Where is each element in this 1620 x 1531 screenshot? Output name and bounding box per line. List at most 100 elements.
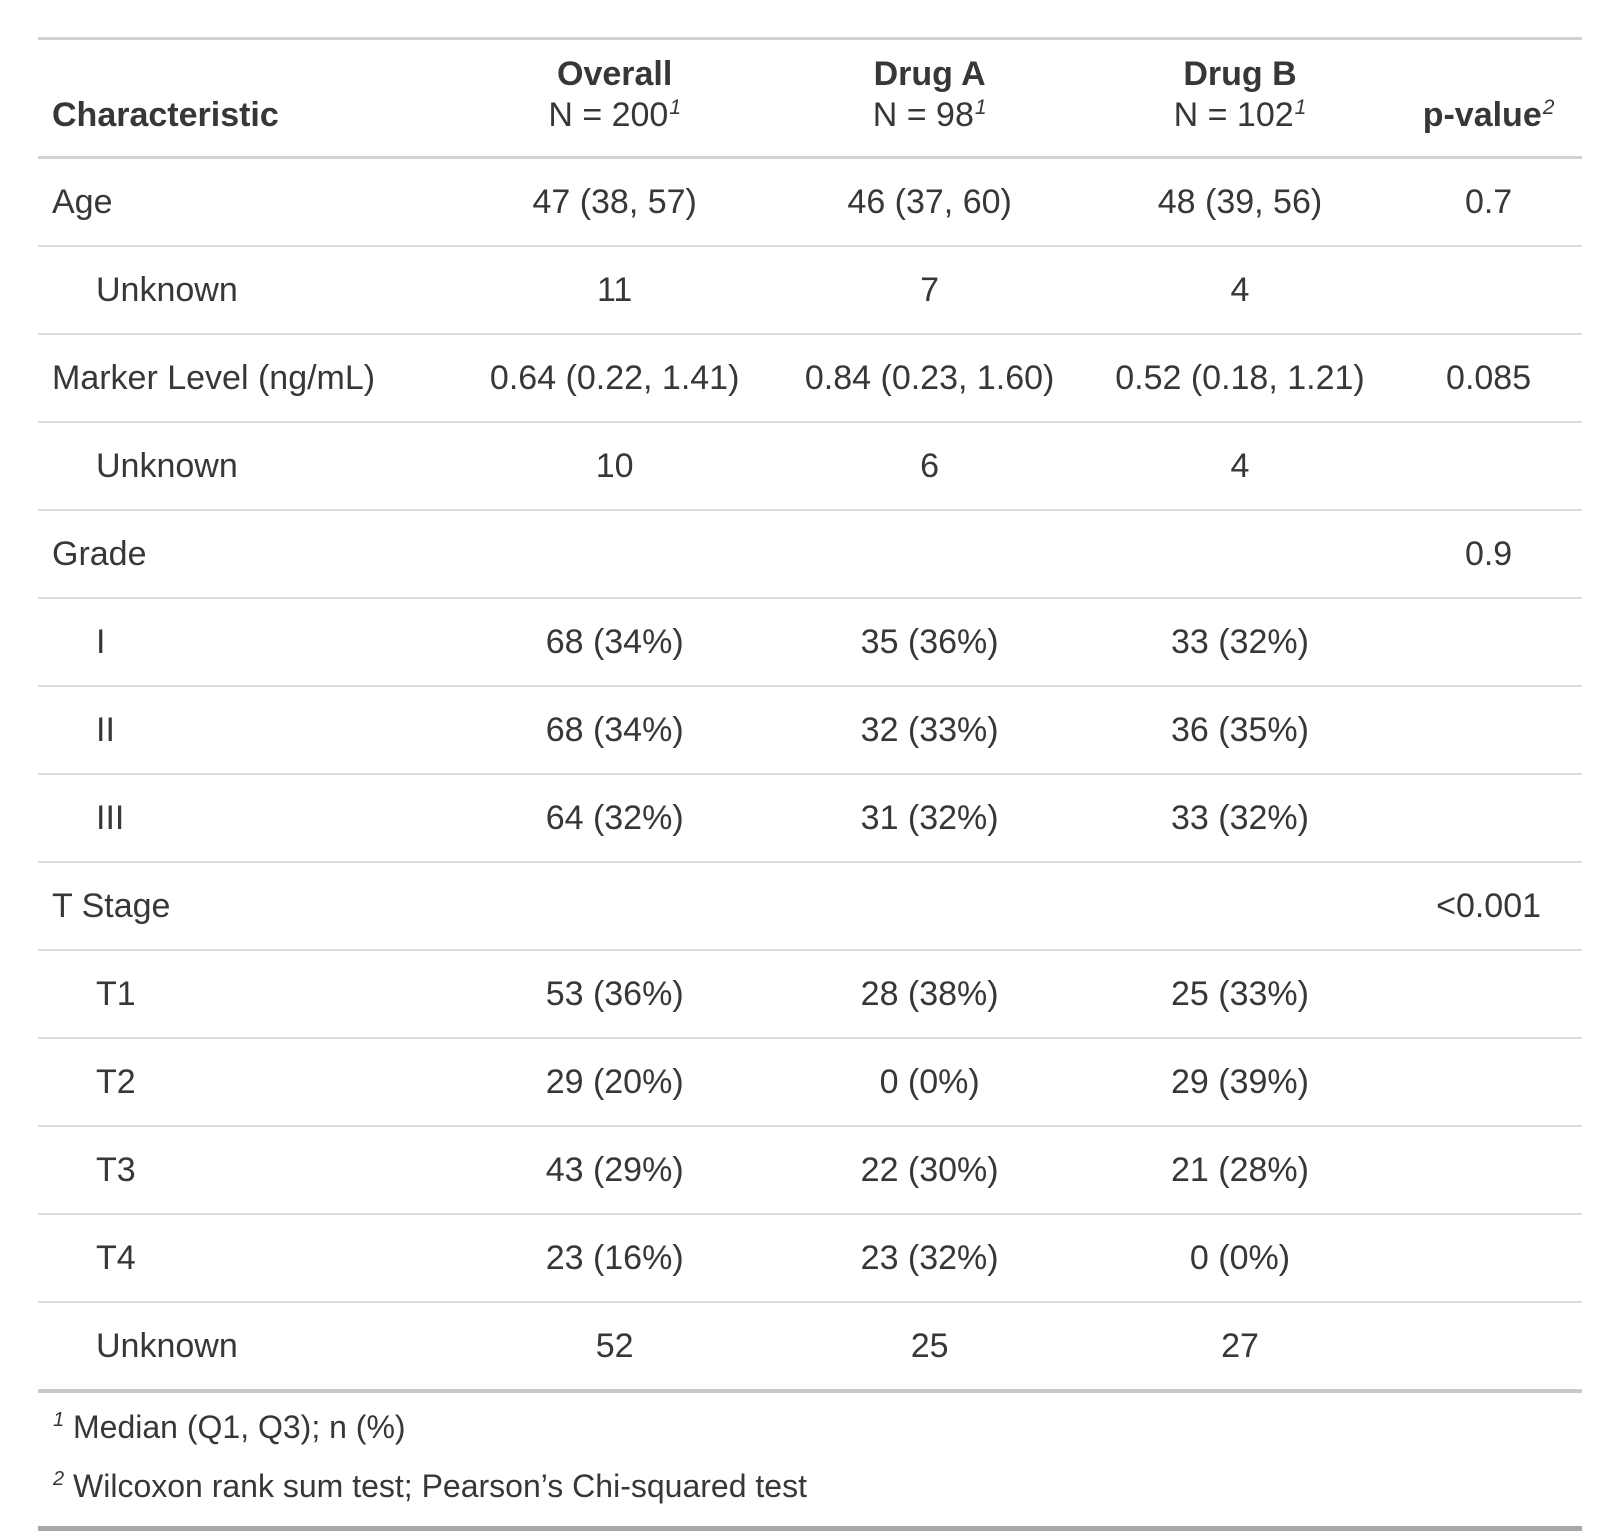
drug-b-cell: 0 (0%)	[1084, 1214, 1396, 1303]
p-value-cell	[1395, 1214, 1582, 1303]
drug-b-n: N = 1021	[1173, 95, 1307, 134]
drug-a-n: N = 981	[872, 95, 987, 134]
overall-cell: 52	[454, 1302, 775, 1393]
row-label-cell: T2	[38, 1038, 455, 1127]
row-label-cell: I	[38, 598, 455, 687]
drug-b-cell: 48 (39, 56)	[1084, 157, 1396, 247]
footnote-1-mark: 1	[53, 1409, 65, 1432]
drug-b-label: Drug B	[1183, 55, 1297, 93]
drug-a-cell: 35 (36%)	[774, 598, 1085, 687]
drug-a-label: Drug A	[873, 55, 986, 93]
column-header-characteristic: Characteristic	[38, 38, 455, 159]
drug-b-cell: 29 (39%)	[1084, 1038, 1396, 1127]
row-label-cell: T3	[38, 1126, 455, 1215]
footnote-1: 1 Median (Q1, Q3); n (%)	[38, 1391, 1582, 1456]
table-row: T3 43 (29%) 22 (30%) 21 (28%)	[38, 1126, 1582, 1215]
drug-a-cell: 6	[774, 422, 1085, 511]
row-label-cell: Unknown	[38, 422, 455, 511]
table-row: Marker Level (ng/mL) 0.64 (0.22, 1.41) 0…	[38, 334, 1582, 423]
row-label-cell: Marker Level (ng/mL)	[38, 334, 455, 423]
footnote-mark-1: 1	[1294, 95, 1307, 119]
table-footnotes: 1 Median (Q1, Q3); n (%) 2 Wilcoxon rank…	[38, 1391, 1582, 1529]
p-value-cell	[1395, 686, 1582, 775]
drug-b-cell: 0.52 (0.18, 1.21)	[1084, 334, 1396, 423]
p-value-cell: <0.001	[1395, 862, 1582, 951]
p-value-cell	[1395, 1302, 1582, 1393]
drug-b-cell	[1084, 862, 1396, 951]
footnote-row-1: 1 Median (Q1, Q3); n (%)	[38, 1391, 1582, 1456]
drug-b-cell: 4	[1084, 422, 1396, 511]
p-value-cell: 0.7	[1395, 157, 1582, 247]
table-row: Unknown 52 25 27	[38, 1302, 1582, 1393]
p-value-cell: 0.9	[1395, 510, 1582, 599]
row-label-cell: T4	[38, 1214, 455, 1303]
overall-cell: 68 (34%)	[454, 686, 775, 775]
drug-a-cell: 23 (32%)	[774, 1214, 1085, 1303]
footnote-2-text: Wilcoxon rank sum test; Pearson’s Chi-sq…	[73, 1468, 807, 1504]
summary-table-container: Characteristic Overall N = 2001 Drug A N…	[38, 37, 1582, 1531]
overall-cell: 43 (29%)	[454, 1126, 775, 1215]
p-value-label: p-value	[1422, 96, 1542, 134]
table-row: Unknown 10 6 4	[38, 422, 1582, 511]
drug-a-cell: 46 (37, 60)	[774, 157, 1085, 247]
footnote-mark-2: 2	[1542, 95, 1555, 119]
row-label-cell: Unknown	[38, 1302, 455, 1393]
overall-cell: 11	[454, 246, 775, 335]
footnote-mark-1: 1	[974, 95, 987, 119]
row-label-cell: III	[38, 774, 455, 863]
row-label-cell: Age	[38, 157, 455, 247]
overall-n: N = 2001	[548, 95, 682, 134]
footnote-row-2: 2 Wilcoxon rank sum test; Pearson’s Chi-…	[38, 1456, 1582, 1529]
table-row: II 68 (34%) 32 (33%) 36 (35%)	[38, 686, 1582, 775]
column-header-overall: Overall N = 2001	[454, 38, 775, 159]
drug-a-cell: 22 (30%)	[774, 1126, 1085, 1215]
table-row: T1 53 (36%) 28 (38%) 25 (33%)	[38, 950, 1582, 1039]
row-label-cell: T Stage	[38, 862, 455, 951]
table-row: T4 23 (16%) 23 (32%) 0 (0%)	[38, 1214, 1582, 1303]
overall-cell: 68 (34%)	[454, 598, 775, 687]
drug-a-cell	[774, 510, 1085, 599]
table-row: Age 47 (38, 57) 46 (37, 60) 48 (39, 56) …	[38, 157, 1582, 247]
drug-a-cell: 0.84 (0.23, 1.60)	[774, 334, 1085, 423]
drug-b-cell: 21 (28%)	[1084, 1126, 1396, 1215]
drug-b-cell: 36 (35%)	[1084, 686, 1396, 775]
drug-b-cell: 4	[1084, 246, 1396, 335]
footnote-1-text: Median (Q1, Q3); n (%)	[73, 1409, 406, 1445]
drug-a-cell: 32 (33%)	[774, 686, 1085, 775]
drug-a-cell: 0 (0%)	[774, 1038, 1085, 1127]
drug-b-cell: 33 (32%)	[1084, 774, 1396, 863]
drug-a-cell: 31 (32%)	[774, 774, 1085, 863]
row-label-cell: Unknown	[38, 246, 455, 335]
overall-cell: 47 (38, 57)	[454, 157, 775, 247]
p-value-cell	[1395, 422, 1582, 511]
overall-cell: 23 (16%)	[454, 1214, 775, 1303]
p-value-cell	[1395, 1126, 1582, 1215]
overall-cell	[454, 862, 775, 951]
row-label-cell: T1	[38, 950, 455, 1039]
p-value-cell: 0.085	[1395, 334, 1582, 423]
p-value-cell	[1395, 950, 1582, 1039]
table-row: Unknown 11 7 4	[38, 246, 1582, 335]
drug-a-cell: 28 (38%)	[774, 950, 1085, 1039]
table-header: Characteristic Overall N = 2001 Drug A N…	[38, 38, 1582, 159]
table-row: T2 29 (20%) 0 (0%) 29 (39%)	[38, 1038, 1582, 1127]
drug-b-cell: 25 (33%)	[1084, 950, 1396, 1039]
row-label-cell: Grade	[38, 510, 455, 599]
drug-a-cell: 7	[774, 246, 1085, 335]
column-header-drug-b: Drug B N = 1021	[1084, 38, 1396, 159]
table-row: T Stage <0.001	[38, 862, 1582, 951]
drug-a-cell: 25	[774, 1302, 1085, 1393]
header-row: Characteristic Overall N = 2001 Drug A N…	[38, 38, 1582, 159]
p-value-cell	[1395, 1038, 1582, 1127]
drug-b-cell: 33 (32%)	[1084, 598, 1396, 687]
p-value-cell	[1395, 598, 1582, 687]
p-value-cell	[1395, 246, 1582, 335]
row-label-cell: II	[38, 686, 455, 775]
table-row: III 64 (32%) 31 (32%) 33 (32%)	[38, 774, 1582, 863]
overall-cell	[454, 510, 775, 599]
overall-cell: 0.64 (0.22, 1.41)	[454, 334, 775, 423]
overall-cell: 10	[454, 422, 775, 511]
overall-cell: 29 (20%)	[454, 1038, 775, 1127]
footnote-2-mark: 2	[53, 1468, 65, 1491]
column-header-p-value: p-value2	[1395, 38, 1582, 159]
